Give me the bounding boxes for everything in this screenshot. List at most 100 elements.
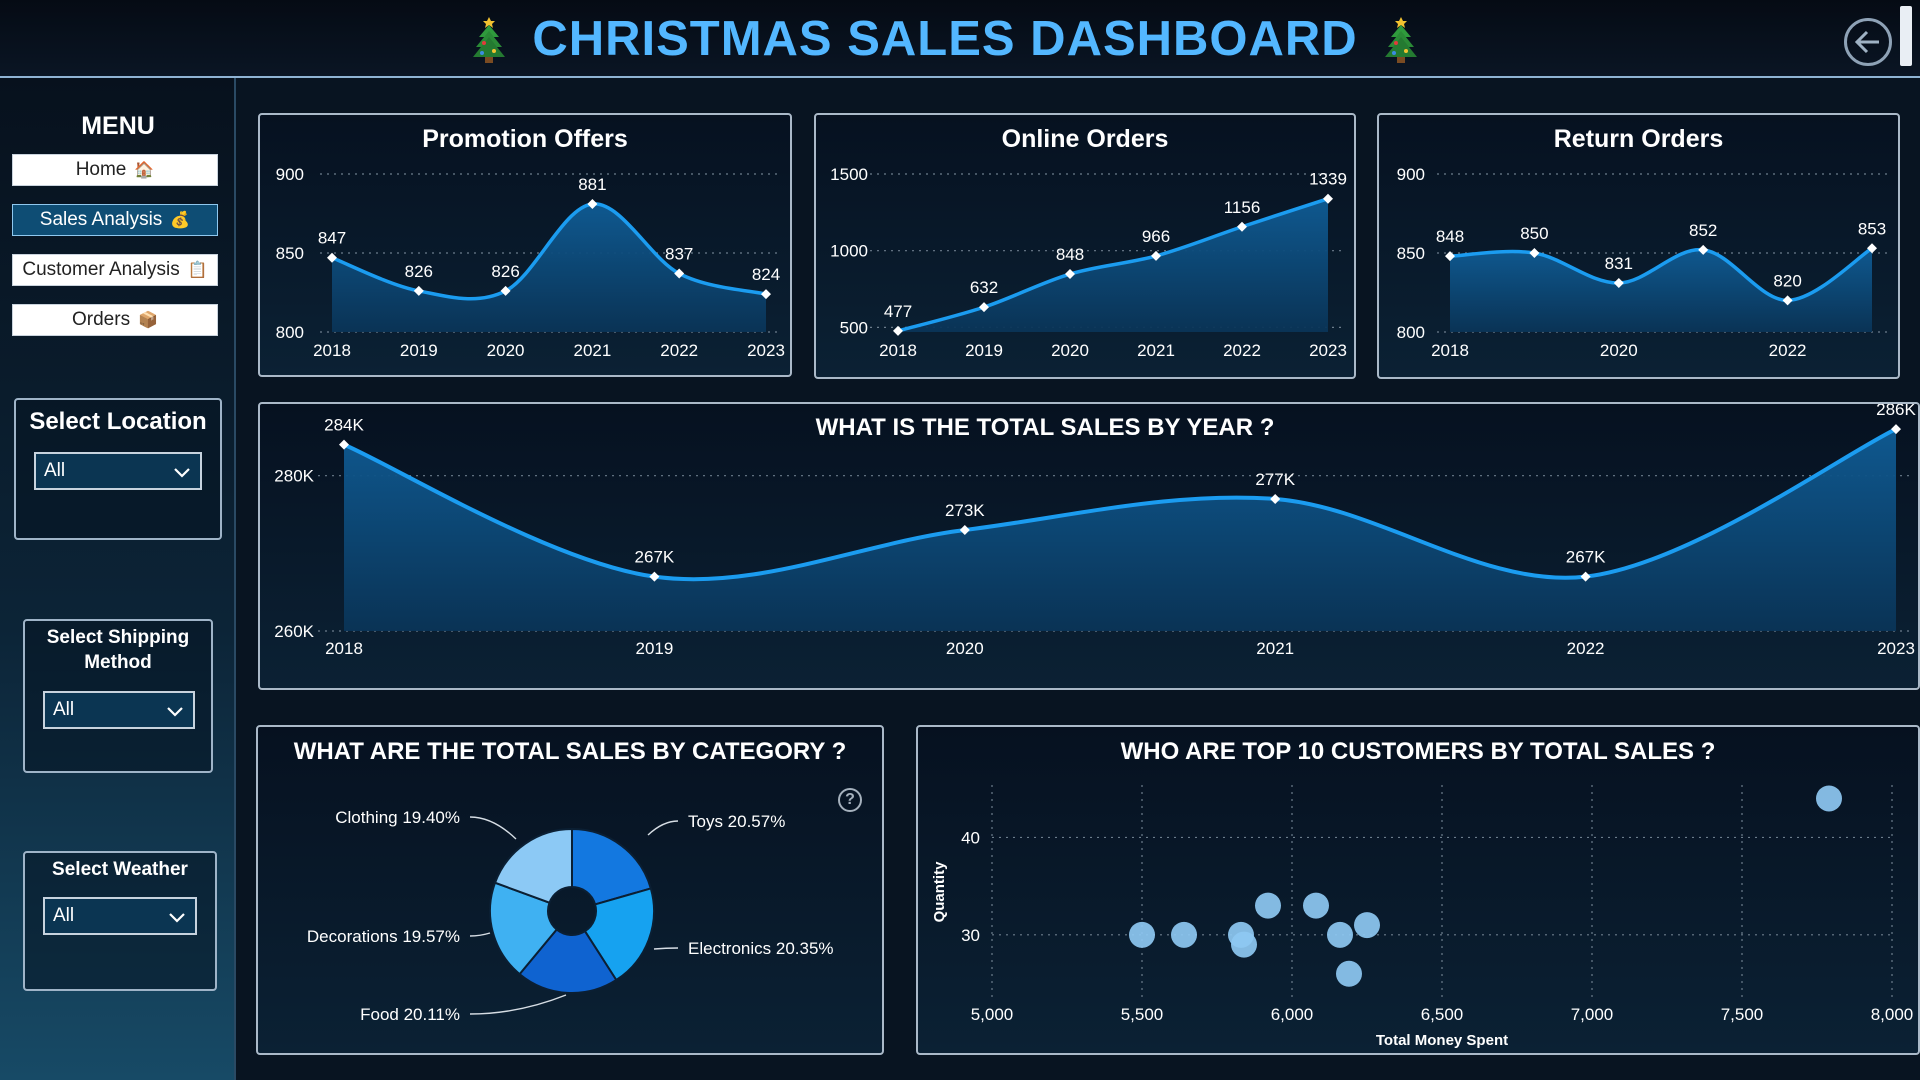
weather-dropdown-value: All	[53, 905, 75, 926]
x-tick-label: 2022	[1223, 341, 1261, 360]
y-tick-label: 1500	[830, 165, 868, 184]
pie-slice	[489, 881, 559, 976]
title-area: CHRISTMAS SALES DASHBOARD	[0, 0, 1890, 78]
pie-label: Clothing 19.40%	[335, 808, 460, 827]
x-tick-label: 2020	[1600, 341, 1638, 360]
location-dropdown[interactable]: All	[34, 452, 202, 490]
location-slicer-label: Select Location	[29, 408, 207, 435]
pie-label: Food 20.11%	[360, 1005, 460, 1024]
pie-leader-line	[469, 994, 567, 1015]
x-tick-label: 2019	[635, 639, 673, 658]
data-label: 284K	[324, 416, 364, 435]
x-tick-label: 2023	[1877, 639, 1915, 658]
shipping-dropdown[interactable]: All	[43, 691, 195, 729]
x-tick-label: 2021	[1137, 341, 1175, 360]
home-button[interactable]: Home 🏠	[12, 154, 218, 186]
data-point	[1237, 221, 1247, 232]
sales-analysis-button[interactable]: Sales Analysis 💰	[12, 204, 218, 236]
y-tick-label: 850	[276, 244, 304, 263]
data-point	[649, 571, 660, 582]
package-icon: 📦	[138, 312, 158, 329]
chevron-down-icon	[169, 913, 185, 923]
back-button[interactable]	[1844, 18, 1892, 66]
shipping-slicer-label-line1: Select Shipping	[46, 627, 190, 648]
scatter-point	[1255, 892, 1281, 919]
x-tick-label: 6,000	[1271, 1005, 1314, 1024]
x-tick-label: 2018	[313, 341, 351, 360]
top-customers-chart: 5,000 5,500 6,000 6,500 7,000 7,500 8,000 30 40 T…	[931, 785, 1914, 1049]
x-tick-label: 2020	[1051, 341, 1089, 360]
return-orders-chart: 800 850 900 848 2018 850 831 2020 852 820 2022 853	[1397, 165, 1889, 360]
orders-button[interactable]: Orders 📦	[12, 304, 218, 336]
x-tick-label: 2018	[1431, 341, 1469, 360]
x-tick-label: 2021	[1256, 639, 1294, 658]
promotion-offers-panel: Promotion Offers 800 850 900 847 2018 826 2019…	[258, 113, 792, 377]
weather-slicer-label: Select Weather	[52, 859, 188, 880]
data-point	[1580, 571, 1591, 582]
sidebar: MENU Home 🏠 Sales Analysis 💰 Customer An…	[0, 78, 236, 1080]
data-point	[1782, 295, 1793, 306]
data-point	[761, 289, 771, 300]
customer-analysis-label: Customer Analysis	[22, 259, 180, 280]
data-label: 966	[1142, 227, 1170, 246]
y-tick-label: 800	[276, 323, 304, 342]
data-label: 286K	[1876, 404, 1916, 419]
x-tick-label: 7,000	[1571, 1005, 1614, 1024]
location-slicer: Select Location All	[14, 398, 222, 540]
x-tick-label: 2023	[1309, 341, 1347, 360]
y-axis-label: Quantity	[931, 861, 948, 922]
weather-dropdown[interactable]: All	[43, 897, 197, 935]
help-icon[interactable]: ?	[838, 788, 862, 812]
data-point	[1891, 424, 1901, 435]
data-label: 632	[970, 278, 998, 297]
data-label: 267K	[635, 548, 675, 567]
dashboard-title: CHRISTMAS SALES DASHBOARD	[532, 12, 1358, 66]
pie-leader-line	[469, 816, 517, 840]
home-label: Home	[75, 159, 127, 180]
pie-label: Electronics 20.35%	[688, 939, 834, 958]
return-orders-panel: Return Orders 800 850 900 848 2018 850 831 2020…	[1377, 113, 1900, 379]
orders-label: Orders	[72, 309, 131, 330]
area-fill	[332, 203, 766, 332]
pie-slice	[571, 827, 653, 906]
x-tick-label: 6,500	[1421, 1005, 1464, 1024]
data-point	[587, 199, 598, 210]
data-point	[1270, 493, 1281, 504]
x-tick-label: 8,000	[1871, 1005, 1914, 1024]
data-point	[1151, 250, 1161, 261]
y-tick-label: 280K	[274, 467, 314, 486]
x-tick-label: 5,000	[971, 1005, 1014, 1024]
data-label: 837	[665, 245, 693, 264]
data-label: 848	[1056, 245, 1084, 264]
online-orders-chart: 500 1000 1500 477 2018 632 2019 848 2020 966 2021 1…	[830, 165, 1347, 360]
data-point	[893, 325, 903, 336]
area-fill	[344, 429, 1896, 631]
data-label: 848	[1436, 227, 1464, 246]
customer-analysis-button[interactable]: Customer Analysis 📋	[12, 254, 218, 286]
y-tick-label: 260K	[274, 622, 314, 641]
data-label: 1339	[1309, 170, 1347, 189]
yearly-sales-chart: 260K 280K 284K 2018 267K 2019 273K 2020 277K 2021…	[274, 404, 1916, 658]
x-tick-label: 2020	[487, 341, 525, 360]
x-axis-label: Total Money Spent	[1376, 1032, 1508, 1049]
data-point	[979, 302, 989, 313]
pie-slice	[493, 827, 573, 905]
data-label: 826	[491, 262, 519, 281]
scatter-point	[1816, 785, 1842, 812]
chevron-down-icon	[174, 468, 190, 478]
yearly-sales-panel: WHAT IS THE TOTAL SALES BY YEAR ? 260K 28…	[258, 402, 1920, 690]
data-point	[959, 525, 970, 536]
data-point	[1323, 193, 1333, 204]
scatter-point	[1327, 921, 1353, 948]
y-tick-label: 30	[961, 926, 980, 945]
chevron-down-icon	[167, 707, 183, 717]
online-orders-panel: Online Orders 500 1000 1500 477 2018 632 2019 8…	[814, 113, 1356, 379]
data-label: 273K	[945, 501, 985, 520]
y-tick-label: 900	[276, 165, 304, 184]
sales-analysis-label: Sales Analysis	[39, 209, 163, 230]
y-tick-label: 900	[1397, 165, 1425, 184]
data-label: 477	[884, 302, 912, 321]
house-icon: 🏠	[134, 162, 155, 179]
christmas-tree-icon	[473, 17, 506, 63]
y-tick-label: 1000	[830, 242, 868, 261]
